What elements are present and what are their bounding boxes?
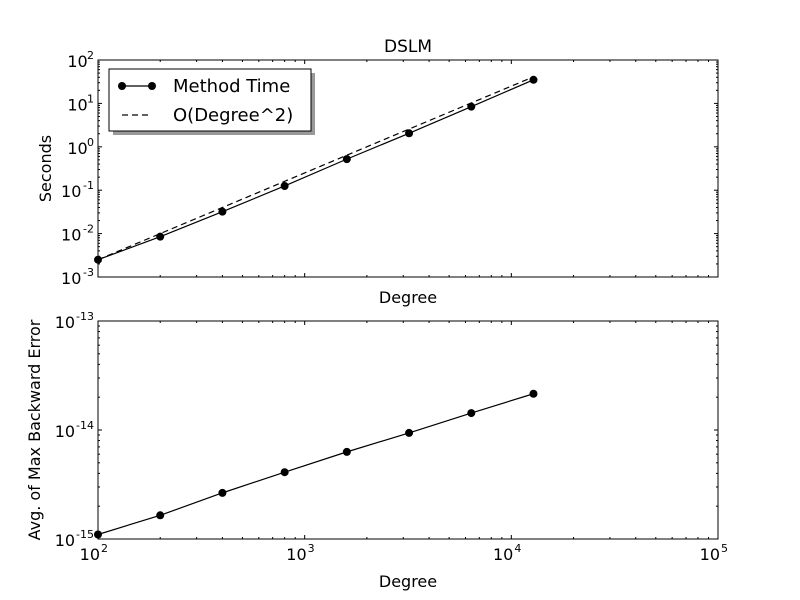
x-tick-label-base: 10 — [286, 545, 306, 564]
y-tick-label: 110 — [67, 92, 94, 114]
legend-label: O(Degree^2) — [173, 105, 293, 126]
data-point — [280, 181, 289, 190]
y-tick-label-base: 10 — [67, 139, 87, 158]
x-tick-label-exponent: 3 — [308, 542, 315, 555]
data-point — [280, 468, 289, 477]
y-tick-label-exponent: 1 — [87, 92, 94, 105]
y-tick-label: 010 — [67, 136, 94, 158]
x-tick-label: 10 5 — [700, 542, 728, 564]
series-line — [97, 393, 534, 536]
y-tick-label-exponent: -13 — [76, 310, 94, 323]
x-axis-label: Degree — [379, 572, 437, 591]
plot-frame — [97, 59, 719, 278]
x-tick-label-exponent: 4 — [514, 542, 521, 555]
data-point — [156, 511, 165, 520]
y-tick-label-exponent: -1 — [83, 179, 94, 192]
y-tick-label-base: 10 — [61, 182, 81, 201]
y-tick-label: -110 — [61, 179, 94, 201]
y-tick-label-base: 10 — [55, 531, 75, 550]
x-tick-label: 10 2 — [80, 542, 108, 564]
data-point — [218, 207, 227, 216]
series-0 — [94, 75, 538, 264]
y-tick-label-exponent: 2 — [87, 49, 94, 62]
y-tick-label: -310 — [61, 266, 94, 288]
x-tick-label-exponent: 2 — [101, 542, 108, 555]
data-point — [156, 232, 165, 241]
y-tick-label-exponent: 0 — [87, 136, 94, 149]
data-point — [342, 155, 351, 164]
data-point — [342, 447, 351, 456]
series-line — [97, 76, 534, 261]
x-tick-label-base: 10 — [80, 545, 100, 564]
plot-frame — [97, 320, 719, 540]
y-axis-label: Avg. of Max Backward Error — [25, 319, 44, 540]
y-tick-label: -210 — [61, 223, 94, 245]
legend-marker — [148, 82, 156, 90]
data-point — [467, 102, 476, 111]
y-tick-label-exponent: -3 — [83, 266, 94, 279]
data-point — [405, 129, 414, 138]
y-tick-label-exponent: -15 — [76, 528, 94, 541]
y-tick-label-base: 10 — [67, 95, 87, 114]
y-tick-label: 210 — [67, 49, 94, 71]
y-tick-label-base: 10 — [55, 422, 75, 441]
data-point — [529, 389, 538, 398]
data-point — [405, 428, 414, 437]
x-tick-label-base: 10 — [493, 545, 513, 564]
x-tick-label: 10 4 — [493, 542, 521, 564]
y-tick-label-exponent: -14 — [76, 419, 94, 432]
top-plot-seconds: -310-210-110010110210DSLMDegreeSecondsMe… — [36, 37, 719, 307]
x-tick-label-exponent: 5 — [721, 542, 728, 555]
x-tick-label-base: 10 — [700, 545, 720, 564]
y-tick-label-base: 10 — [55, 313, 75, 332]
data-point — [218, 488, 227, 497]
legend-item: O(Degree^2) — [122, 105, 293, 126]
y-tick-label-exponent: -2 — [83, 223, 94, 236]
legend-marker — [118, 82, 126, 90]
legend-item: Method Time — [118, 76, 290, 97]
legend-label: Method Time — [173, 76, 290, 97]
y-tick-label-base: 10 — [61, 269, 81, 288]
legend-box — [108, 68, 312, 132]
data-point — [467, 409, 476, 418]
x-axis-label: Degree — [379, 288, 437, 307]
y-tick-label-base: 10 — [67, 52, 87, 71]
y-axis-label: Seconds — [36, 135, 55, 202]
legend: Method Time O(Degree^2) — [108, 68, 315, 135]
x-tick-label: 10 3 — [286, 542, 314, 564]
y-tick-label-base: 10 — [61, 226, 81, 245]
series-line — [97, 79, 534, 261]
chart-title: DSLM — [384, 37, 432, 57]
series-1 — [97, 76, 534, 261]
